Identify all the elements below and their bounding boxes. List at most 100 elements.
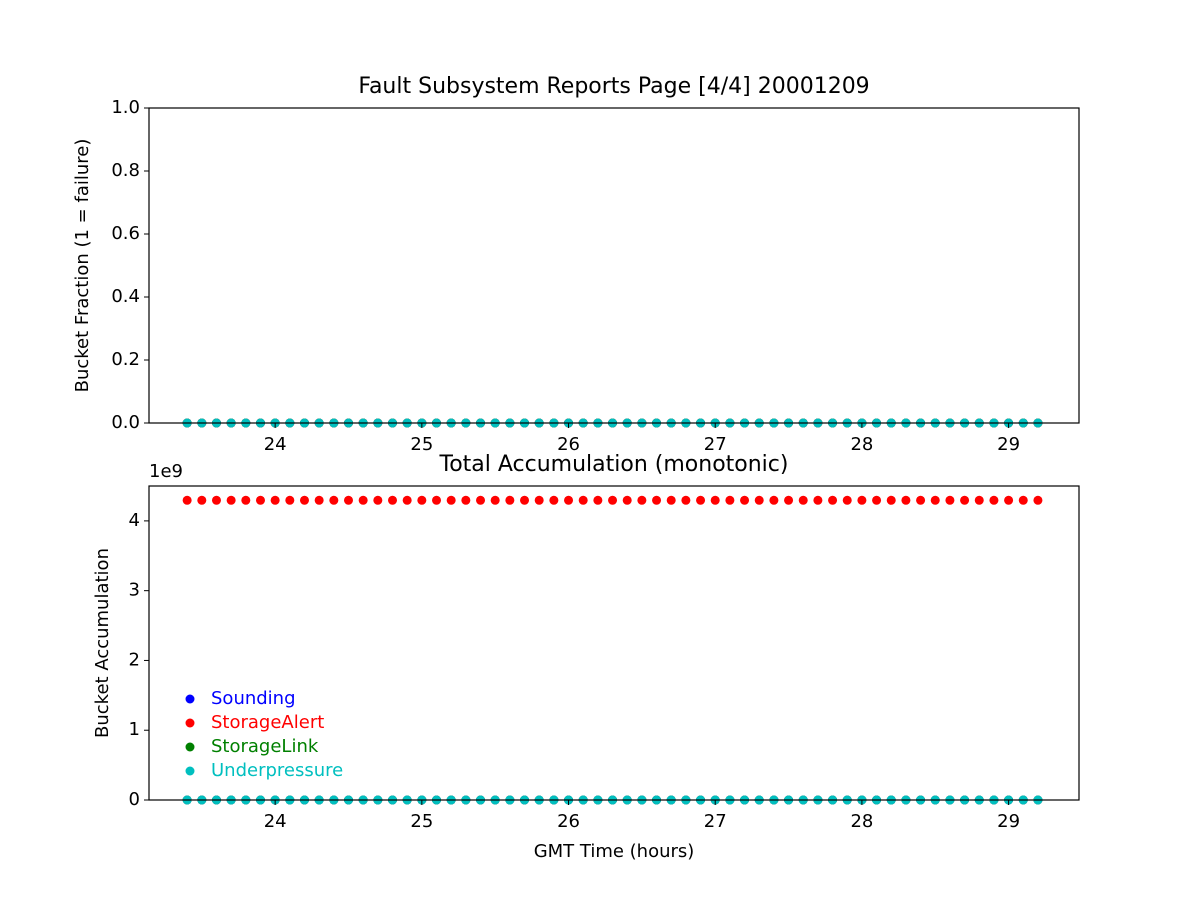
y-tick-label: 0.2: [111, 349, 140, 370]
point: [1018, 495, 1028, 505]
axes-frame: [148, 485, 1080, 801]
y-tick-label: 0.0: [111, 412, 140, 433]
legend-marker: [185, 694, 195, 704]
point: [432, 495, 442, 505]
y-tick-label: 0.6: [111, 223, 140, 244]
x-tick-label: 29: [997, 434, 1020, 455]
point: [1004, 495, 1014, 505]
point: [285, 495, 295, 505]
x-tick-label: 27: [704, 434, 727, 455]
y-tick-label: 3: [129, 580, 140, 601]
point: [754, 495, 764, 505]
point: [1033, 495, 1043, 505]
point: [930, 495, 940, 505]
point: [461, 495, 471, 505]
point: [857, 495, 867, 505]
point: [578, 495, 588, 505]
y-axis-label: Bucket Accumulation: [92, 548, 113, 738]
legend-marker: [185, 718, 195, 728]
point: [270, 495, 280, 505]
point: [358, 495, 368, 505]
point: [637, 495, 647, 505]
chart-title: Total Accumulation (monotonic): [439, 452, 789, 477]
point: [696, 495, 706, 505]
y-tick-label: 0.8: [111, 160, 140, 181]
x-tick-label: 25: [410, 811, 433, 832]
y-tick-label: 2: [129, 649, 140, 670]
point: [901, 495, 911, 505]
point: [417, 495, 427, 505]
x-tick-label: 27: [704, 811, 727, 832]
y-tick-label: 0.4: [111, 286, 140, 307]
legend-label: Sounding: [211, 688, 296, 709]
x-tick-label: 26: [557, 811, 580, 832]
point: [314, 495, 324, 505]
y-axis-label: Bucket Fraction (1 = failure): [72, 139, 93, 393]
point: [769, 495, 779, 505]
point: [388, 495, 398, 505]
x-tick-label: 24: [264, 434, 287, 455]
y-tick-label: 1: [129, 719, 140, 740]
legend-label: StorageLink: [211, 736, 319, 757]
point: [945, 495, 955, 505]
point: [784, 495, 794, 505]
point: [476, 495, 486, 505]
point: [798, 495, 808, 505]
point: [211, 495, 221, 505]
legend-label: Underpressure: [211, 760, 343, 781]
point: [549, 495, 559, 505]
y-tick-label: 1.0: [111, 97, 140, 118]
legend-label: StorageAlert: [211, 712, 324, 733]
point: [813, 495, 823, 505]
point: [534, 495, 544, 505]
point: [505, 495, 515, 505]
point: [182, 495, 192, 505]
point: [226, 495, 236, 505]
point: [886, 495, 896, 505]
point: [666, 495, 676, 505]
point: [255, 495, 265, 505]
point: [520, 495, 530, 505]
point: [490, 495, 500, 505]
point: [681, 495, 691, 505]
point: [652, 495, 662, 505]
point: [608, 495, 618, 505]
point: [974, 495, 984, 505]
point: [241, 495, 251, 505]
y-tick-label: 0: [129, 789, 140, 810]
point: [989, 495, 999, 505]
chart-title: Fault Subsystem Reports Page [4/4] 20001…: [358, 74, 869, 99]
x-axis-label: GMT Time (hours): [534, 841, 695, 862]
x-tick-label: 28: [850, 434, 873, 455]
point: [916, 495, 926, 505]
point: [960, 495, 970, 505]
point: [842, 495, 852, 505]
point: [564, 495, 574, 505]
point: [710, 495, 720, 505]
axes-frame: [148, 107, 1080, 424]
x-tick-label: 25: [410, 434, 433, 455]
legend-marker: [185, 766, 195, 776]
y-offset-label: 1e9: [149, 461, 183, 482]
point: [828, 495, 838, 505]
point: [343, 495, 353, 505]
point: [329, 495, 339, 505]
x-tick-label: 29: [997, 811, 1020, 832]
legend-marker: [185, 742, 195, 752]
point: [373, 495, 383, 505]
x-tick-label: 26: [557, 434, 580, 455]
x-tick-label: 24: [264, 811, 287, 832]
point: [622, 495, 632, 505]
point: [197, 495, 207, 505]
x-tick-label: 28: [850, 811, 873, 832]
point: [299, 495, 309, 505]
y-tick-label: 4: [129, 510, 140, 531]
point: [593, 495, 603, 505]
point: [872, 495, 882, 505]
point: [402, 495, 412, 505]
point: [446, 495, 456, 505]
point: [740, 495, 750, 505]
